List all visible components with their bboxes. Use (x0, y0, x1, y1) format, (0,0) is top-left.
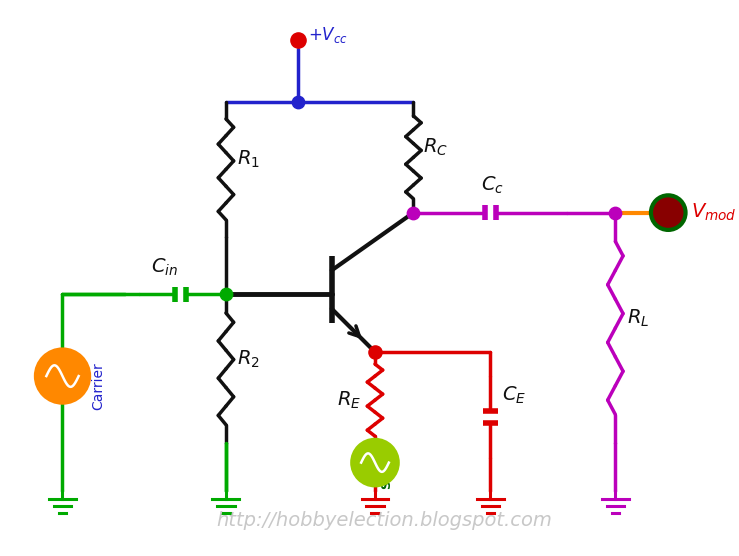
Text: $R_1$: $R_1$ (237, 149, 260, 170)
Text: $R_E$: $R_E$ (336, 389, 361, 411)
Point (292, 98, 304, 107)
Point (369, 348, 381, 356)
Text: Signal: Signal (380, 446, 393, 489)
Text: $R_L$: $R_L$ (627, 307, 650, 329)
Circle shape (651, 195, 686, 230)
Text: $R_2$: $R_2$ (237, 349, 260, 370)
Text: http://hobbyelection.blogspot.com: http://hobbyelection.blogspot.com (217, 511, 552, 530)
Point (407, 208, 419, 217)
Text: $V_{mod}$: $V_{mod}$ (691, 202, 737, 224)
Text: $C_E$: $C_E$ (502, 385, 526, 406)
Point (220, 290, 232, 299)
Text: $+V_{cc}$: $+V_{cc}$ (307, 24, 347, 44)
Text: Carrier: Carrier (92, 362, 106, 410)
Text: $C_{in}$: $C_{in}$ (151, 257, 179, 278)
Circle shape (352, 440, 398, 486)
Point (610, 208, 621, 217)
Text: $C_c$: $C_c$ (481, 175, 504, 196)
Text: $R_C$: $R_C$ (423, 137, 448, 158)
Point (292, 35, 304, 44)
Circle shape (35, 349, 89, 403)
